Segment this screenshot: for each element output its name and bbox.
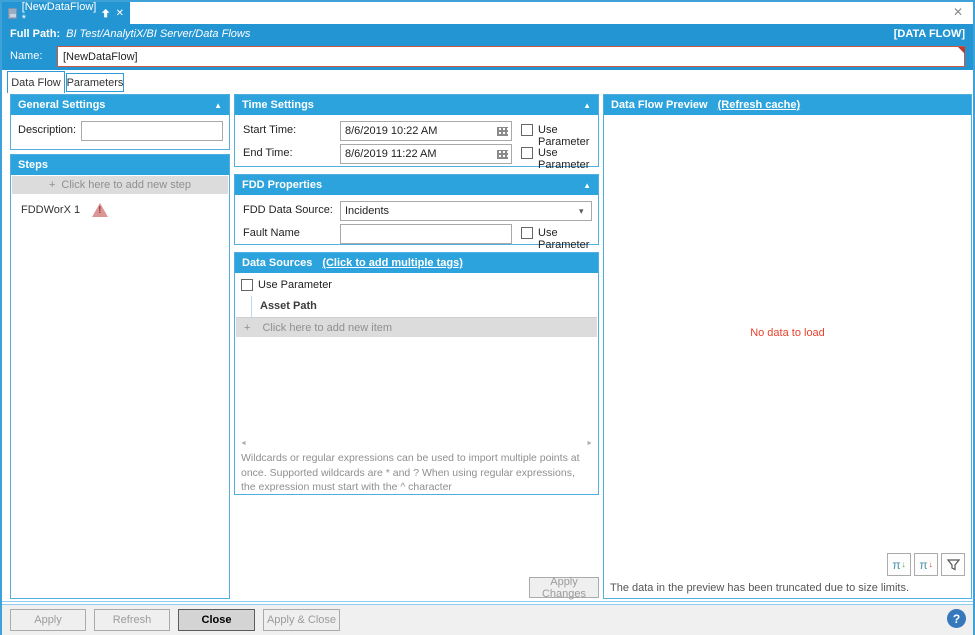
no-data-message: No data to load [750, 327, 825, 339]
grid-header-row: Asset Path [236, 296, 597, 318]
refresh-cache-link[interactable]: (Refresh cache) [717, 99, 801, 111]
row-selector-column-divider [251, 296, 252, 318]
fdd-properties-panel: FDD Properties ▲ FDD Data Source: Incide… [234, 174, 599, 251]
time-settings-title: Time Settings [242, 99, 314, 111]
steps-header: Steps [11, 155, 229, 175]
add-step-label: Click here to add new step [61, 179, 192, 191]
filter-icon [946, 558, 960, 570]
end-time-use-parameter-checkbox[interactable] [521, 147, 533, 159]
name-label: Name: [10, 50, 43, 62]
step-list-item[interactable]: FDDWorX 1 ! [21, 203, 109, 217]
description-label: Description: [18, 124, 77, 136]
apply-button[interactable]: Apply [10, 609, 86, 631]
help-icon[interactable]: ? [947, 609, 966, 628]
scroll-left-icon[interactable]: ◄ [240, 440, 247, 447]
end-time-input[interactable] [340, 144, 512, 164]
dataflow-document-icon [8, 7, 17, 19]
start-time-label: Start Time: [243, 124, 297, 136]
general-settings-header: General Settings ▲ [11, 95, 229, 115]
object-type-badge: [DATA FLOW] [893, 28, 965, 40]
truncation-message: The data in the preview has been truncat… [610, 582, 910, 594]
document-tab-title: [NewDataFlow] * [21, 1, 97, 25]
add-item-label: Click here to add new item [262, 321, 393, 334]
end-time-label: End Time: [243, 147, 293, 159]
add-item-row[interactable]: + Click here to add new item [236, 318, 597, 337]
use-parameter-label: Use Parameter [538, 124, 590, 148]
tab-data-flow[interactable]: Data Flow [7, 71, 65, 93]
document-tab-strip: [NewDataFlow] * ✕ ✕ [2, 1, 973, 25]
footer-separator [2, 601, 973, 605]
fault-name-label: Fault Name [243, 227, 300, 239]
time-settings-header: Time Settings ▲ [235, 95, 598, 115]
document-tab[interactable]: [NewDataFlow] * ✕ [2, 1, 130, 25]
wildcards-note: Wildcards or regular expressions can be … [241, 452, 580, 494]
green-arrow-icon: ↓ [901, 559, 906, 569]
use-parameter-label: Use Parameter [538, 147, 590, 171]
add-step-row[interactable]: + Click here to add new step [12, 176, 228, 194]
data-sources-title: Data Sources [242, 257, 313, 269]
chevron-down-icon[interactable]: ▾ [579, 206, 584, 216]
document-tab-close-icon[interactable]: ✕ [115, 7, 124, 19]
full-path-label: Full Path: [10, 28, 61, 40]
general-settings-panel: General Settings ▲ Description: [10, 94, 230, 150]
fdd-properties-title: FDD Properties [242, 179, 323, 191]
pi-remove-column-button[interactable]: π ↓ [914, 553, 938, 576]
fdd-data-source-label: FDD Data Source: [243, 204, 333, 216]
pi-insert-column-button[interactable]: π ↓ [887, 553, 911, 576]
scroll-right-icon[interactable]: ► [586, 440, 593, 447]
step-name: FDDWorX 1 [21, 204, 81, 216]
fault-name-input[interactable] [340, 224, 512, 244]
steps-panel: Steps + Click here to add new step FDDWo… [10, 154, 230, 599]
validation-corner-marker [958, 47, 965, 54]
use-parameter-label: Use Parameter [538, 227, 590, 251]
collapse-icon[interactable]: ▲ [214, 100, 222, 110]
start-time-use-parameter-checkbox[interactable] [521, 124, 533, 136]
data-sources-panel: Data Sources (Click to add multiple tags… [234, 252, 599, 495]
fdd-data-source-dropdown[interactable]: Incidents [340, 201, 592, 221]
use-parameter-label: Use Parameter [258, 279, 332, 291]
date-picker-icon[interactable] [497, 127, 508, 136]
data-sources-use-parameter-checkbox[interactable] [241, 279, 253, 291]
add-multiple-tags-link[interactable]: (Click to add multiple tags) [322, 257, 463, 269]
plus-icon: + [48, 179, 56, 191]
steps-title: Steps [18, 159, 48, 171]
general-settings-title: General Settings [18, 99, 106, 111]
warning-icon: ! [92, 203, 109, 217]
footer-bar: Apply Refresh Close Apply & Close ? [2, 605, 973, 635]
asset-path-column-header[interactable]: Asset Path [260, 300, 317, 312]
fdd-properties-header: FDD Properties ▲ [235, 175, 598, 195]
collapse-icon[interactable]: ▲ [583, 100, 591, 110]
name-input[interactable] [57, 46, 965, 67]
red-arrow-icon: ↓ [928, 559, 933, 569]
plus-icon: + [244, 321, 251, 334]
full-path-value: BI Test/AnalytiX/BI Server/Data Flows [66, 28, 251, 40]
preview-title: Data Flow Preview [611, 99, 708, 111]
data-flow-preview-panel: Data Flow Preview (Refresh cache) No dat… [603, 94, 972, 599]
data-sources-header: Data Sources (Click to add multiple tags… [235, 253, 598, 273]
collapse-icon[interactable]: ▲ [583, 180, 591, 190]
window-close-icon[interactable]: ✕ [952, 5, 963, 19]
full-path-bar: Full Path: BI Test/AnalytiX/BI Server/Da… [2, 24, 973, 44]
fdd-data-source-value: Incidents [345, 205, 390, 217]
fault-name-use-parameter-checkbox[interactable] [521, 227, 533, 239]
apply-and-close-button[interactable]: Apply & Close [263, 609, 340, 631]
apply-changes-button[interactable]: Apply Changes [529, 576, 599, 600]
description-input[interactable] [81, 121, 223, 141]
tab-parameters[interactable]: Parameters [66, 73, 124, 92]
preview-header: Data Flow Preview (Refresh cache) [604, 95, 971, 115]
close-button[interactable]: Close [178, 609, 255, 631]
refresh-button[interactable]: Refresh [94, 609, 170, 631]
start-time-input[interactable] [340, 121, 512, 141]
date-picker-icon[interactable] [497, 150, 508, 159]
name-row: Name: [2, 44, 973, 70]
filter-button[interactable] [941, 553, 965, 576]
preview-toolbar: π ↓ π ↓ [887, 553, 965, 576]
pin-to-top-icon[interactable] [101, 8, 110, 19]
time-settings-panel: Time Settings ▲ Start Time: Use Paramete… [234, 94, 599, 171]
